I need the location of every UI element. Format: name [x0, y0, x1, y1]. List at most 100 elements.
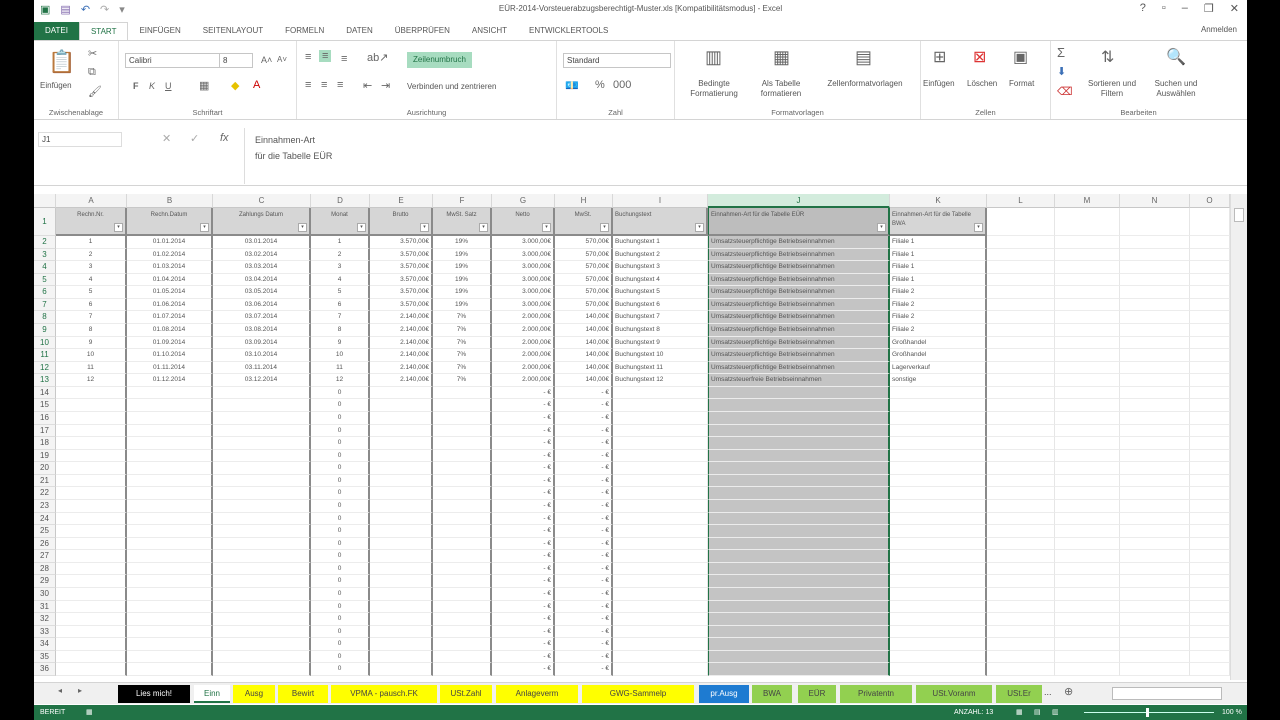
- cell[interactable]: [370, 650, 433, 664]
- cell[interactable]: [370, 386, 433, 400]
- cell[interactable]: 3.570,00€: [370, 286, 433, 299]
- cell[interactable]: 2.140,00€: [370, 349, 433, 362]
- cell[interactable]: [127, 613, 213, 626]
- cell[interactable]: [370, 512, 433, 526]
- align-top-icon[interactable]: ≡: [305, 51, 312, 63]
- cell[interactable]: [1120, 386, 1190, 400]
- cell[interactable]: [1055, 336, 1120, 350]
- cell[interactable]: [890, 537, 987, 551]
- table-header-cell[interactable]: Einnahmen-Art für die Tabelle EÜR ▾: [708, 208, 890, 236]
- row-header[interactable]: 6: [34, 286, 56, 299]
- cell[interactable]: [213, 575, 311, 588]
- cell[interactable]: 01.10.2014: [127, 349, 213, 362]
- cell[interactable]: [613, 550, 708, 563]
- cell[interactable]: 01.04.2014: [127, 273, 213, 287]
- macro-record-icon[interactable]: ▦: [86, 709, 93, 716]
- cell[interactable]: [708, 613, 890, 626]
- cell[interactable]: - €: [492, 537, 555, 551]
- cell[interactable]: [890, 575, 987, 588]
- align-center-icon[interactable]: ≡: [321, 79, 328, 91]
- number-format-select[interactable]: Standard: [563, 53, 671, 68]
- cell[interactable]: [1190, 650, 1230, 664]
- cell[interactable]: - €: [555, 562, 613, 576]
- cell[interactable]: 3.570,00€: [370, 261, 433, 274]
- cell[interactable]: 3.000,00€: [492, 236, 555, 249]
- cell[interactable]: [613, 512, 708, 526]
- increase-font-icon[interactable]: A˄: [261, 55, 273, 65]
- cell[interactable]: [890, 650, 987, 664]
- cell[interactable]: [987, 236, 1055, 249]
- sheet-tab[interactable]: GWG-Sammelp: [582, 685, 694, 703]
- filter-dropdown-icon[interactable]: ▾: [479, 223, 488, 232]
- cell[interactable]: - €: [492, 449, 555, 463]
- cell[interactable]: [1120, 236, 1190, 249]
- cell[interactable]: [433, 587, 492, 601]
- cell[interactable]: [890, 474, 987, 488]
- delete-cells-button[interactable]: Löschen: [967, 79, 998, 88]
- cell[interactable]: 5: [56, 286, 127, 299]
- cell[interactable]: [127, 575, 213, 588]
- cell[interactable]: Lagerverkauf: [890, 361, 987, 375]
- format-cells-button[interactable]: Format: [1009, 79, 1035, 88]
- zoom-level[interactable]: 100 %: [1222, 709, 1242, 716]
- font-color-icon[interactable]: A: [253, 79, 261, 91]
- cell[interactable]: - €: [492, 462, 555, 475]
- cell[interactable]: 3.000,00€: [492, 248, 555, 262]
- cell[interactable]: [1120, 261, 1190, 274]
- cell[interactable]: [1190, 286, 1230, 299]
- cell[interactable]: [56, 424, 127, 438]
- row-header[interactable]: 4: [34, 261, 56, 274]
- filter-dropdown-icon[interactable]: ▾: [298, 223, 307, 232]
- cell[interactable]: 570,00€: [555, 248, 613, 262]
- cell[interactable]: - €: [555, 600, 613, 614]
- cell[interactable]: [127, 487, 213, 500]
- cell[interactable]: 7: [56, 311, 127, 324]
- cell[interactable]: [1190, 638, 1230, 651]
- cell[interactable]: 140,00€: [555, 336, 613, 350]
- align-bottom-icon[interactable]: ≡: [341, 53, 348, 65]
- filter-dropdown-icon[interactable]: ▾: [420, 223, 429, 232]
- cell[interactable]: [987, 474, 1055, 488]
- cell[interactable]: 19%: [433, 248, 492, 262]
- column-header[interactable]: H: [555, 194, 613, 208]
- cell[interactable]: [987, 613, 1055, 626]
- cell[interactable]: [1120, 323, 1190, 337]
- cell[interactable]: [1120, 512, 1190, 526]
- zoom-slider[interactable]: [1084, 708, 1214, 717]
- ribbon-tab[interactable]: DATEI: [34, 22, 79, 40]
- cell[interactable]: [127, 625, 213, 639]
- cell[interactable]: [1190, 499, 1230, 513]
- cell[interactable]: 0: [311, 487, 370, 500]
- cell[interactable]: [613, 575, 708, 588]
- cell[interactable]: - €: [492, 525, 555, 538]
- cell[interactable]: [890, 512, 987, 526]
- ribbon-display-button[interactable]: ▫: [1161, 2, 1166, 14]
- cell[interactable]: [1190, 575, 1230, 588]
- cell[interactable]: [433, 411, 492, 425]
- filter-dropdown-icon[interactable]: ▾: [357, 223, 366, 232]
- cell[interactable]: [890, 613, 987, 626]
- cell[interactable]: [1190, 248, 1230, 262]
- cell[interactable]: [1055, 474, 1120, 488]
- cell[interactable]: [1190, 208, 1230, 236]
- cell[interactable]: [1055, 386, 1120, 400]
- row-header[interactable]: 23: [34, 499, 56, 513]
- cell[interactable]: [708, 487, 890, 500]
- cell[interactable]: [213, 625, 311, 639]
- cell[interactable]: [708, 449, 890, 463]
- minimize-button[interactable]: –: [1181, 2, 1188, 14]
- cell[interactable]: [1055, 550, 1120, 563]
- cell[interactable]: [370, 525, 433, 538]
- autosum-icon[interactable]: Σ: [1057, 45, 1066, 60]
- cell[interactable]: [1120, 600, 1190, 614]
- cell[interactable]: [1055, 562, 1120, 576]
- row-header[interactable]: 8: [34, 311, 56, 324]
- cell[interactable]: [433, 613, 492, 626]
- cell[interactable]: 4: [311, 273, 370, 287]
- row-header[interactable]: 9: [34, 323, 56, 337]
- conditional-format-button[interactable]: Bedingte Formatierung: [690, 79, 738, 98]
- cell[interactable]: [370, 537, 433, 551]
- cell[interactable]: 3: [311, 261, 370, 274]
- cell[interactable]: 11: [56, 361, 127, 375]
- row-header[interactable]: 25: [34, 525, 56, 538]
